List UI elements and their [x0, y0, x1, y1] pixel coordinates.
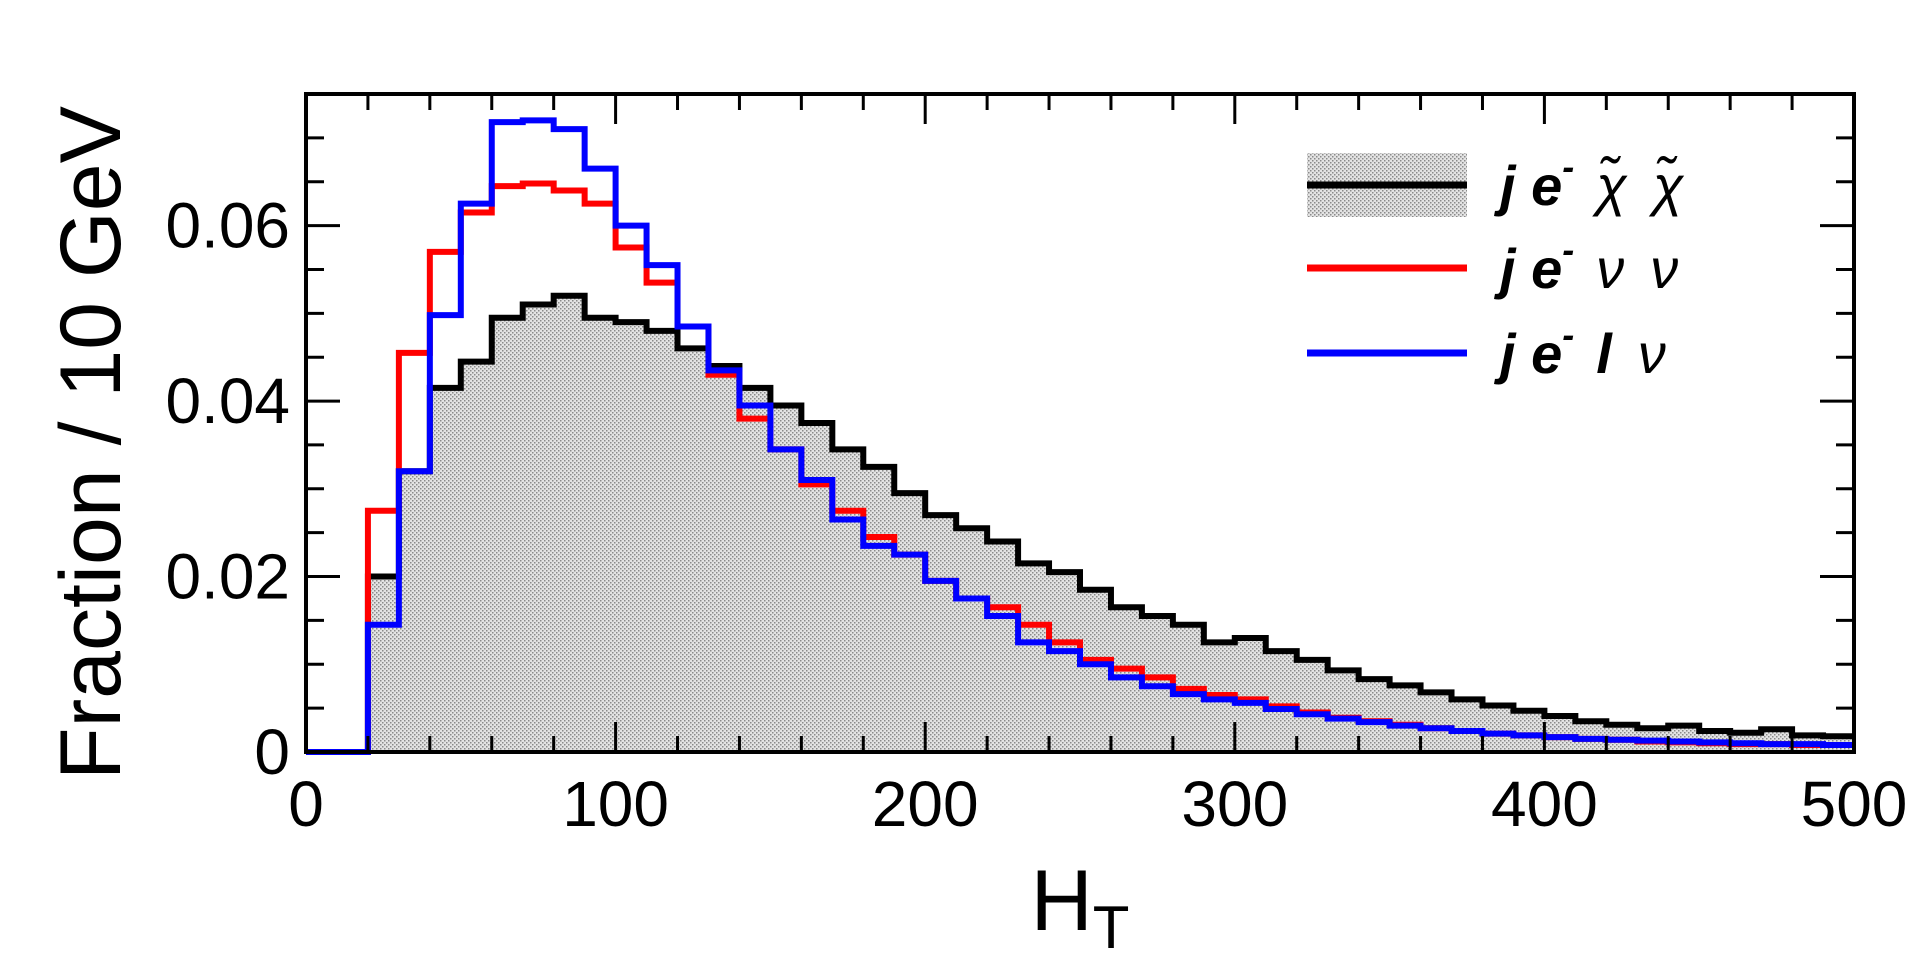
series-fills: [306, 295, 1854, 752]
legend-label: j e-χ̃ χ̃: [1493, 146, 1685, 217]
legend-label: j e-ν ν: [1493, 229, 1678, 300]
x-tick-label: 100: [562, 768, 669, 840]
x-axis-title-main: H: [1031, 853, 1093, 949]
series-line-0: [306, 292, 1854, 755]
y-axis-title: Fraction / 10 GeV: [43, 106, 139, 780]
series-fill-0: [306, 295, 1854, 752]
y-tick-label: 0.02: [165, 541, 290, 613]
legend-label: j e-l ν: [1493, 314, 1666, 385]
series-lines: [306, 117, 1854, 755]
x-tick-label: 0: [288, 768, 324, 840]
x-tick-label: 300: [1181, 768, 1288, 840]
y-tick-label: 0.06: [165, 190, 290, 262]
x-tick-label: 400: [1491, 768, 1598, 840]
series-line-2: [306, 117, 1854, 755]
x-tick-label: 500: [1801, 768, 1908, 840]
y-tick-label: 0: [254, 716, 290, 788]
y-tick-label: 0.04: [165, 365, 290, 437]
axis-ticks: [304, 92, 1856, 754]
x-tick-label: 200: [872, 768, 979, 840]
x-axis-title-subscript: T: [1093, 894, 1130, 961]
plot-frame: [304, 92, 1856, 754]
axis-tick-labels: 0 100 200 300 400 500 0 0.02 0.04 0.06: [165, 190, 1907, 840]
x-axis-title: HT: [1031, 853, 1130, 961]
legend: j e-χ̃ χ̃ j e-ν ν j e-l ν: [1307, 146, 1685, 385]
